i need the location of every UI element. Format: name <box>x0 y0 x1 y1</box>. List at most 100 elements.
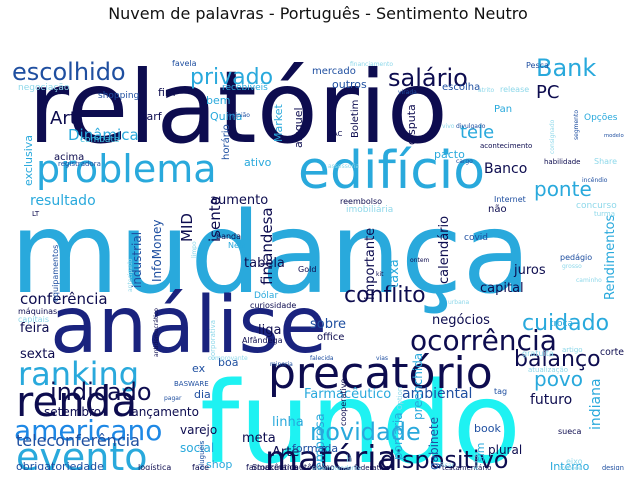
word-equipamentos: equipamentos <box>51 245 60 302</box>
word-registradora: registradora <box>58 160 101 168</box>
word-financiamento: financiamento <box>350 61 393 68</box>
word-conflito: conflito <box>344 283 426 308</box>
word-corporativa: corporativa <box>209 320 217 360</box>
word-resultado: resultado <box>30 193 96 209</box>
word-falecida: falecida <box>310 355 334 362</box>
word-reembolso: reembolso <box>340 197 382 206</box>
word-ontem: ontem <box>410 257 430 264</box>
word-basware: BASWARE <box>174 380 209 388</box>
word-artigo: artigo <box>562 346 583 354</box>
word-pc: PC <box>536 82 559 103</box>
word-farmacêutica: farmacêutica <box>246 462 299 470</box>
word-precatório: precatório <box>268 348 493 399</box>
word-covid: covid <box>464 233 488 243</box>
word-ex: ex <box>192 362 206 375</box>
word-meta: meta <box>242 431 276 446</box>
word-antecipado: antecipado <box>127 258 134 292</box>
word-dia: dia <box>194 388 211 401</box>
word-face: face <box>192 463 209 470</box>
word-boletim: Boletim <box>350 100 361 138</box>
word-plural: plural <box>488 443 522 457</box>
word-acima: acima <box>54 152 84 163</box>
word-teleconferência: teleconferência <box>16 431 140 450</box>
word-design: design <box>602 464 624 470</box>
word-favela: favela <box>172 59 197 68</box>
word-rendimentos: Rendimentos <box>603 214 618 300</box>
word-curiosidade: curiosidade <box>250 301 296 310</box>
word-formada: formada <box>292 442 338 455</box>
word-concurso: concurso <box>576 201 617 211</box>
word-mercado: mercado <box>312 66 356 77</box>
word-divulgado: divulgado <box>456 123 486 130</box>
word-aluguel: aluguel <box>292 107 305 148</box>
word-dispositivo: dispositivo <box>380 446 508 470</box>
word-mid: MID <box>178 213 196 242</box>
word-setembro: setembro <box>44 405 101 419</box>
word-banco: Banco <box>484 161 527 177</box>
word-troca: troca <box>550 319 573 329</box>
word-ativo: ativo <box>244 156 272 169</box>
word-ficar: Ficar <box>440 462 455 469</box>
word-combate: combate <box>80 135 120 145</box>
word-option: Option <box>396 387 404 410</box>
word-fundo: fundo <box>200 359 521 470</box>
word-capital: capital <box>480 281 524 296</box>
word-pesca: Pesca <box>526 61 549 70</box>
word-social: social <box>180 441 214 455</box>
word-atualização: atualização <box>528 366 568 374</box>
word-limpo: limpo <box>191 241 198 258</box>
word-arte: Arte <box>272 445 299 460</box>
word-salário: salário <box>388 64 468 92</box>
word-antidemocrático: antidemocrático <box>153 308 160 357</box>
word-privado: privado <box>190 65 273 90</box>
word-kit: kit <box>376 271 384 278</box>
word-calendário: calendário <box>437 216 452 284</box>
word-bem: bem <box>206 94 230 107</box>
word-juros: juros <box>513 263 546 278</box>
word-tabela: tabela <box>244 256 285 271</box>
word-preenchida: preenchida <box>411 353 425 420</box>
word-análise: análise <box>50 281 327 371</box>
word-turma: turma <box>594 210 615 218</box>
word-horário: horário <box>220 124 232 160</box>
word-sim: sim <box>474 442 487 462</box>
word-problema: problema <box>36 147 217 191</box>
word-ponte: ponte <box>534 177 592 201</box>
word-sobre: sobre <box>310 317 346 332</box>
word-varejo: varejo <box>180 423 217 437</box>
word-imobiliária: imobiliária <box>346 205 393 215</box>
word-dinâmica: Dinâmica <box>68 126 139 144</box>
word-americano: americano <box>14 414 162 447</box>
word-autos: Autos <box>473 453 480 470</box>
word-importante: importante <box>363 228 378 300</box>
word-disputa: disputa <box>405 104 418 145</box>
word-consignado: consignado <box>549 119 556 154</box>
word-vivo: vivo <box>442 123 455 130</box>
word-edifício: edifício <box>298 141 485 201</box>
word-pedágio: pedágio <box>560 253 592 262</box>
word-darf: Darf <box>138 110 163 123</box>
word-cac: CAC <box>328 130 343 138</box>
word-aluguéis: aluguéis <box>198 440 206 470</box>
word-art: Art <box>50 108 77 129</box>
word-acontecimento: acontecimento <box>480 142 532 150</box>
word-opções: Opções <box>584 113 618 123</box>
word-capitais: capitais <box>18 315 49 324</box>
word-povo: povo <box>534 367 583 391</box>
word-negócios: negócios <box>432 313 490 328</box>
word-habilidade: habilidade <box>544 158 581 166</box>
word-tele: tele <box>460 122 494 143</box>
word-cargo: cargo <box>456 158 473 165</box>
word-escolha: escolha <box>442 82 480 93</box>
word-futuro: futuro <box>530 392 572 408</box>
word-caminho: caminho <box>576 277 602 284</box>
word-exclusiva: exclusiva <box>22 135 35 186</box>
word-market: Market <box>272 104 285 142</box>
word-book: book <box>474 422 501 435</box>
word-dólar: Dólar <box>254 290 278 301</box>
word-máquinas: máquinas <box>18 307 57 316</box>
word-share: Share <box>594 157 617 166</box>
word-opinião: opinião <box>228 112 250 119</box>
word-precoce: precoce <box>558 465 582 470</box>
